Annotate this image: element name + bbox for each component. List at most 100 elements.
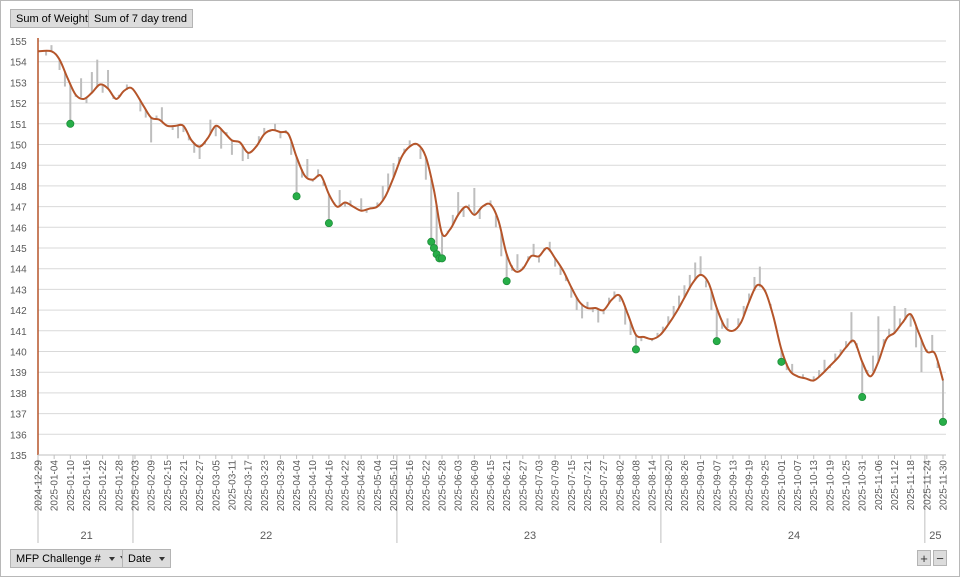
x-tick-label: 2025-10-19 [825, 460, 836, 512]
group-label: 24 [788, 530, 800, 542]
x-tick-label: 2025-06-15 [486, 460, 497, 512]
x-tick-label: 2025-11-24 [922, 460, 933, 511]
x-tick-label: 2025-05-10 [389, 460, 400, 512]
x-tick-label: 2025-01-22 [98, 460, 109, 512]
x-tick-label: 2025-11-18 [906, 460, 917, 511]
x-tick-label: 2025-03-17 [244, 460, 255, 512]
x-tick-label: 2025-10-01 [777, 460, 788, 512]
x-tick-label: 2025-07-21 [583, 460, 594, 512]
group-label: 22 [260, 530, 272, 542]
expand-field-button[interactable]: + [917, 550, 931, 566]
y-tick-label: 151 [10, 120, 27, 131]
x-tick-label: 2025-09-13 [728, 460, 739, 512]
x-tick-label: 2025-02-21 [179, 460, 190, 512]
trend-line [37, 49, 944, 382]
y-tick-label: 146 [10, 223, 27, 234]
x-tick-label: 2025-11-06 [874, 460, 885, 511]
minus-icon: − [936, 551, 944, 566]
plus-icon: + [920, 551, 928, 566]
mfp-challenge-field-button[interactable]: MFP Challenge # [10, 549, 136, 568]
x-tick-label: 2025-08-02 [615, 460, 626, 512]
y-tick-label: 138 [10, 389, 27, 400]
gridlines [37, 38, 946, 543]
x-tick-label: 2025-03-29 [276, 460, 287, 512]
group-label: 23 [524, 530, 536, 542]
low-point-marker [631, 345, 640, 354]
x-tick-label: 2025-10-07 [793, 460, 804, 512]
x-tick-label: 2025-06-09 [470, 460, 481, 512]
x-tick-label: 2025-07-15 [567, 460, 578, 512]
x-tick-label: 2025-09-19 [745, 460, 756, 512]
low-point-marker [324, 219, 333, 228]
x-tick-label: 2025-05-16 [405, 460, 416, 512]
dropdown-arrow-icon[interactable] [159, 557, 166, 562]
x-tick-label: 2025-08-08 [631, 460, 642, 512]
x-tick-label: 2025-02-27 [195, 460, 206, 512]
y-tick-label: 135 [10, 451, 27, 462]
x-tick-label: 2025-11-12 [890, 460, 901, 511]
y-tick-label: 150 [10, 141, 27, 152]
x-tick-label: 2025-01-04 [50, 460, 61, 512]
sum-of-weight-field-button[interactable]: Sum of Weight [10, 9, 94, 28]
x-tick-label: 2025-01-28 [114, 460, 125, 512]
x-tick-label: 2025-03-11 [227, 460, 238, 511]
x-tick-label: 2025-01-10 [66, 460, 77, 512]
x-tick-label: 2025-03-23 [260, 460, 271, 512]
x-tick-label: 2025-04-16 [324, 460, 335, 512]
x-tick-label: 2025-04-10 [308, 460, 319, 512]
x-tick-label: 2024-12-29 [34, 460, 45, 512]
y-tick-label: 149 [10, 161, 27, 172]
low-point-marker [438, 254, 447, 263]
y-tick-label: 137 [10, 410, 27, 421]
x-tick-label: 2025-06-21 [502, 460, 513, 512]
low-point-marker [502, 277, 511, 286]
mfp-challenge-label: MFP Challenge # [16, 553, 101, 565]
date-field-label: Date [128, 553, 152, 565]
sum-of-weight-label: Sum of Weight [16, 13, 88, 25]
x-tick-label: 2025-08-14 [648, 460, 659, 512]
x-tick-label: 2025-07-03 [534, 460, 545, 512]
group-label: 25 [929, 530, 941, 542]
x-axis-tick-labels: 2024-12-29 2025-01-04 2025-01-10 2025-01-16… [34, 460, 950, 512]
dropdown-arrow-icon[interactable] [108, 557, 115, 562]
date-field-button[interactable]: Date [122, 549, 172, 568]
x-tick-label: 2025-05-28 [438, 460, 449, 512]
y-tick-label: 148 [10, 182, 27, 193]
x-tick-label: 2025-06-27 [518, 460, 529, 512]
x-tick-label: 2025-02-09 [147, 460, 158, 512]
x-axis-group-labels: 21 22 23 24 25 [81, 530, 942, 542]
x-tick-label: 2025-04-22 [341, 460, 352, 512]
x-tick-label: 2025-05-22 [421, 460, 432, 512]
collapse-field-button[interactable]: − [933, 550, 947, 566]
trend-line-layer [37, 49, 944, 382]
x-tick-label: 2025-10-13 [809, 460, 820, 512]
low-point-marker [777, 357, 786, 366]
x-tick-label: 2025-08-20 [664, 460, 675, 512]
x-tick-label: 2025-04-28 [357, 460, 368, 512]
y-tick-label: 143 [10, 285, 27, 296]
x-tick-label: 2025-06-03 [454, 460, 465, 512]
x-tick-label: 2025-11-30 [939, 460, 950, 511]
low-point-markers [66, 119, 948, 426]
sum-of-7-day-trend-field-button[interactable]: Sum of 7 day trend [88, 9, 193, 28]
x-tick-label: 2025-04-04 [292, 460, 303, 512]
y-tick-label: 140 [10, 348, 27, 359]
y-tick-label: 136 [10, 430, 27, 441]
y-tick-label: 145 [10, 244, 27, 255]
group-label: 21 [81, 530, 93, 542]
x-tick-label: 2025-08-26 [680, 460, 691, 512]
x-tick-label: 2025-01-16 [82, 460, 93, 512]
x-tick-label: 2025-10-25 [842, 460, 853, 512]
low-point-marker [712, 337, 721, 346]
y-tick-label: 144 [10, 265, 27, 276]
y-tick-label: 147 [10, 203, 27, 214]
y-tick-label: 152 [10, 99, 27, 110]
y-tick-label: 142 [10, 306, 27, 317]
x-tick-label: 2025-05-04 [373, 460, 384, 512]
y-tick-label: 154 [10, 58, 27, 69]
y-tick-label: 155 [10, 37, 27, 48]
low-point-marker [66, 119, 75, 128]
y-tick-label: 139 [10, 368, 27, 379]
